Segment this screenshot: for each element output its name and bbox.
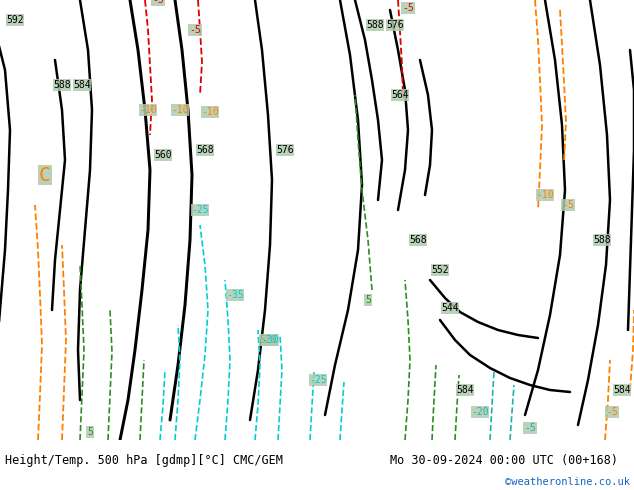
Text: 568: 568 <box>196 145 214 155</box>
Text: -35: -35 <box>226 290 244 300</box>
Text: -10: -10 <box>139 105 157 115</box>
Text: 576: 576 <box>386 20 404 30</box>
Text: 584: 584 <box>73 80 91 90</box>
Text: -20: -20 <box>471 407 489 417</box>
Text: -5: -5 <box>562 200 574 210</box>
Text: 588: 588 <box>366 20 384 30</box>
Text: 564: 564 <box>391 90 409 100</box>
Text: 588: 588 <box>53 80 71 90</box>
Text: 5: 5 <box>87 427 93 437</box>
Text: -10: -10 <box>201 107 219 117</box>
Text: Height/Temp. 500 hPa [gdmp][°C] CMC/GEM: Height/Temp. 500 hPa [gdmp][°C] CMC/GEM <box>5 454 283 466</box>
Text: 5: 5 <box>365 295 371 305</box>
Text: 576: 576 <box>276 145 294 155</box>
Text: 588: 588 <box>593 235 611 245</box>
Text: ©weatheronline.co.uk: ©weatheronline.co.uk <box>505 477 630 487</box>
Text: 584: 584 <box>456 385 474 395</box>
Text: -5: -5 <box>524 423 536 433</box>
Text: 568: 568 <box>409 235 427 245</box>
Text: -5: -5 <box>606 407 618 417</box>
Text: -30: -30 <box>261 335 279 345</box>
Text: -5: -5 <box>152 0 164 5</box>
Text: -5: -5 <box>189 25 201 35</box>
Text: -5: -5 <box>402 3 414 13</box>
Text: 560: 560 <box>154 150 172 160</box>
Text: -25: -25 <box>191 205 209 215</box>
Text: -10: -10 <box>536 190 554 200</box>
Text: 552: 552 <box>431 265 449 275</box>
Text: Mo 30-09-2024 00:00 UTC (00+168): Mo 30-09-2024 00:00 UTC (00+168) <box>390 454 618 466</box>
Text: 544: 544 <box>441 303 459 313</box>
Text: C: C <box>39 166 51 185</box>
Text: -10: -10 <box>171 105 189 115</box>
Text: 520: 520 <box>259 335 277 345</box>
Text: 584: 584 <box>613 385 631 395</box>
Text: 592: 592 <box>6 15 24 25</box>
Text: -25: -25 <box>309 375 327 385</box>
